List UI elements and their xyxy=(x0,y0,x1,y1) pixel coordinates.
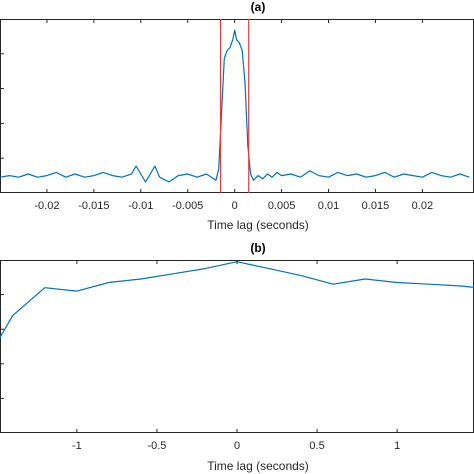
panel-a-xtick-label: -0.01 xyxy=(128,200,153,212)
panel-b-ticks: -1 -0.5 0 0.5 1 xyxy=(72,260,400,452)
panel-a-title: (a) xyxy=(251,0,266,14)
panel-b-axes-box xyxy=(0,260,474,433)
panel-a-xtick-label: 0.005 xyxy=(268,200,296,212)
panel-a-xtick-label: 0.02 xyxy=(412,200,433,212)
panel-b-xlabel: Time lag (seconds) xyxy=(207,459,309,473)
panel-a-xlabel: Time lag (seconds) xyxy=(207,218,309,232)
panel-b-xtick-label: 0.5 xyxy=(309,440,324,452)
panel-a-xtick-label: -0.02 xyxy=(34,200,59,212)
panel-b-series-line xyxy=(0,261,474,339)
panel-b: (b) -1 -0.5 0 0.5 1 Time lag (seconds) xyxy=(0,241,474,473)
panel-a-series-line xyxy=(0,29,470,183)
panel-b-xtick-label: 1 xyxy=(394,440,400,452)
panel-a-xtick-label: 0.01 xyxy=(318,200,339,212)
panel-a-xtick-label: 0.015 xyxy=(362,200,390,212)
panel-a-xtick-label: 0 xyxy=(232,200,238,212)
panel-b-axes xyxy=(0,260,474,433)
panel-a-ticks: -0.02 -0.015 -0.01 -0.005 0 0.005 0.01 0.015 0.0… xyxy=(34,19,433,212)
panel-a-xtick-label: -0.015 xyxy=(78,200,109,212)
panel-b-xtick-label: -0.5 xyxy=(147,440,166,452)
panel-b-series xyxy=(0,261,474,339)
panel-a-axes xyxy=(0,19,474,193)
panel-a-xtick-label: -0.005 xyxy=(172,200,203,212)
panel-a-axes-box xyxy=(0,19,474,193)
panel-a-series xyxy=(0,19,470,193)
panel-b-title: (b) xyxy=(250,241,265,255)
panel-b-xtick-label: -1 xyxy=(72,440,82,452)
panel-b-xtick-label: 0 xyxy=(234,440,240,452)
panel-a: (a) -0.02 -0.015 -0.01 -0.005 0 0.005 0.01 0.01… xyxy=(0,0,474,232)
